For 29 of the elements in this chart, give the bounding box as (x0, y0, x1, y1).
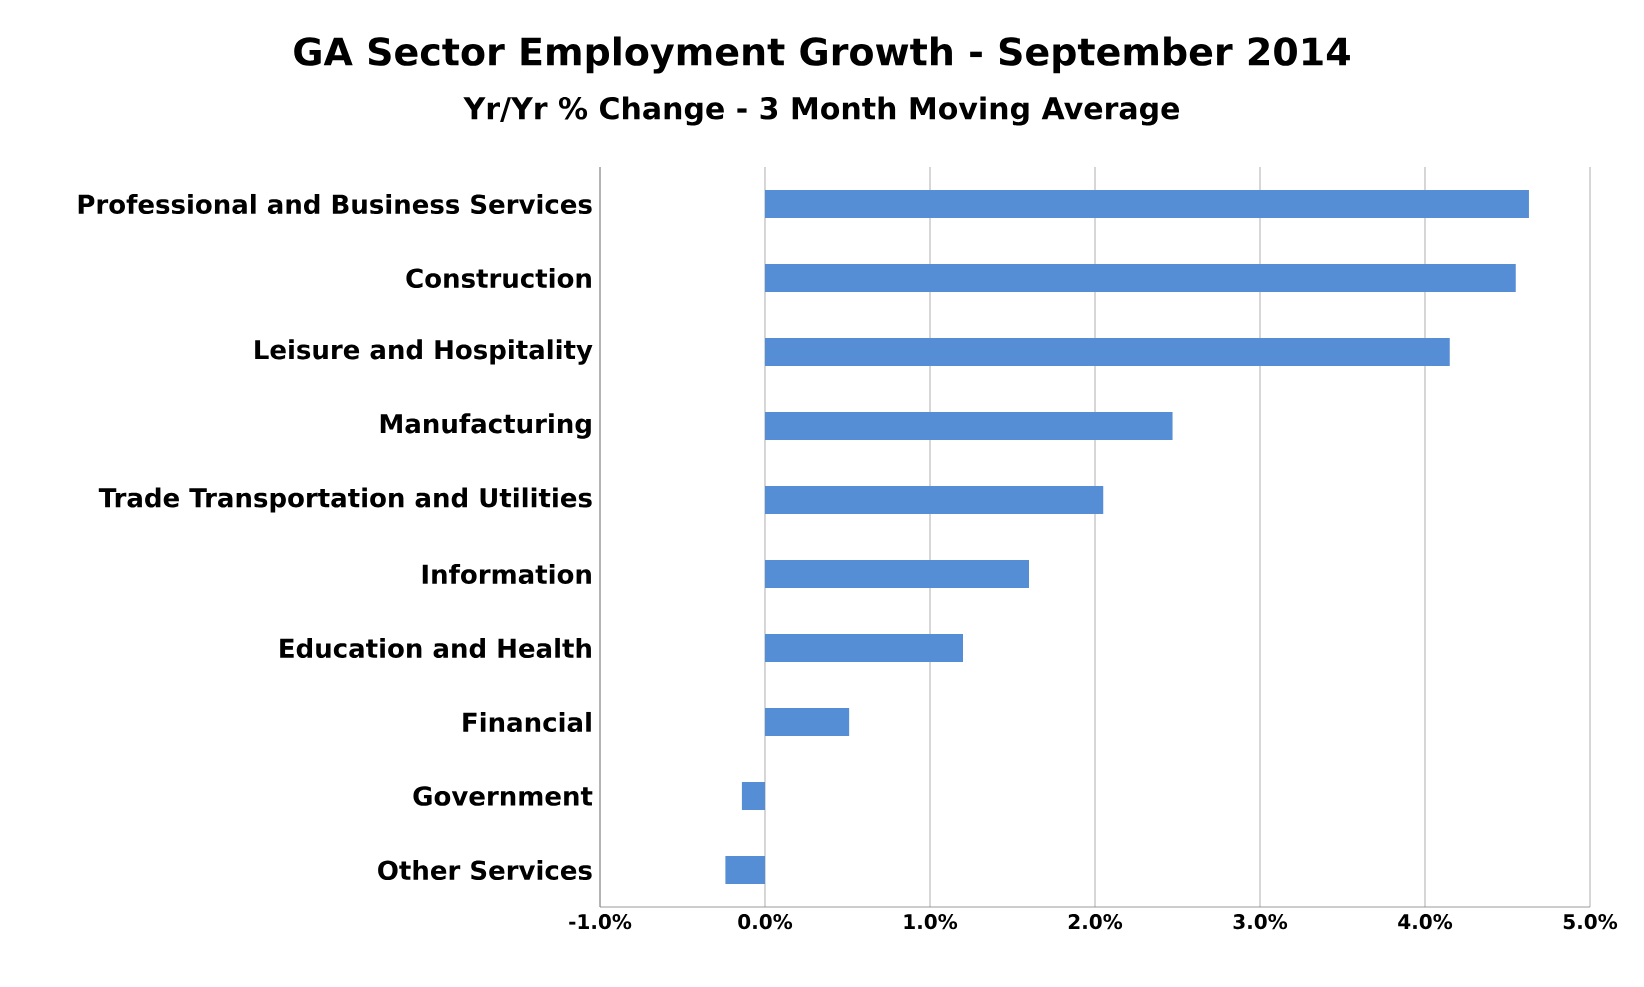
x-tick-label: -1.0% (569, 914, 632, 930)
bar (765, 338, 1450, 367)
y-tick-label: Leisure and Hospitality (255, 339, 593, 365)
bar (725, 856, 765, 885)
x-tick-label: 2.0% (1068, 914, 1123, 930)
chart-subtitle: Yr/Yr % Change - 3 Month Moving Average (463, 96, 1179, 126)
x-tick-label: 3.0% (1233, 914, 1288, 930)
bar (765, 486, 1104, 515)
bar (765, 412, 1173, 441)
bar (765, 190, 1529, 219)
y-tick-label: Education and Health (280, 637, 591, 659)
x-tick-label: 0.0% (738, 914, 793, 930)
y-tick-label: Information (422, 563, 591, 585)
bar (765, 634, 963, 663)
y-tick-label: Trade Transportation and Utilities (98, 487, 592, 513)
y-tick-label: Government (413, 786, 593, 806)
bar (765, 264, 1516, 293)
x-tick-label: 4.0% (1398, 914, 1453, 930)
x-tick-label: 1.0% (904, 914, 958, 930)
chart-title: GA Sector Employment Growth - September 2014 (294, 36, 1350, 74)
y-tick-label: Other Services (378, 859, 592, 881)
bar (765, 560, 1029, 589)
y-tick-label: Professional and Business Services (78, 193, 592, 215)
bar (765, 708, 850, 737)
bar (741, 782, 765, 811)
y-tick-label: Financial (463, 711, 591, 733)
y-tick-label: Manufacturing (380, 413, 591, 439)
x-tick-label: 5.0% (1563, 914, 1618, 930)
y-tick-label: Construction (406, 267, 591, 289)
